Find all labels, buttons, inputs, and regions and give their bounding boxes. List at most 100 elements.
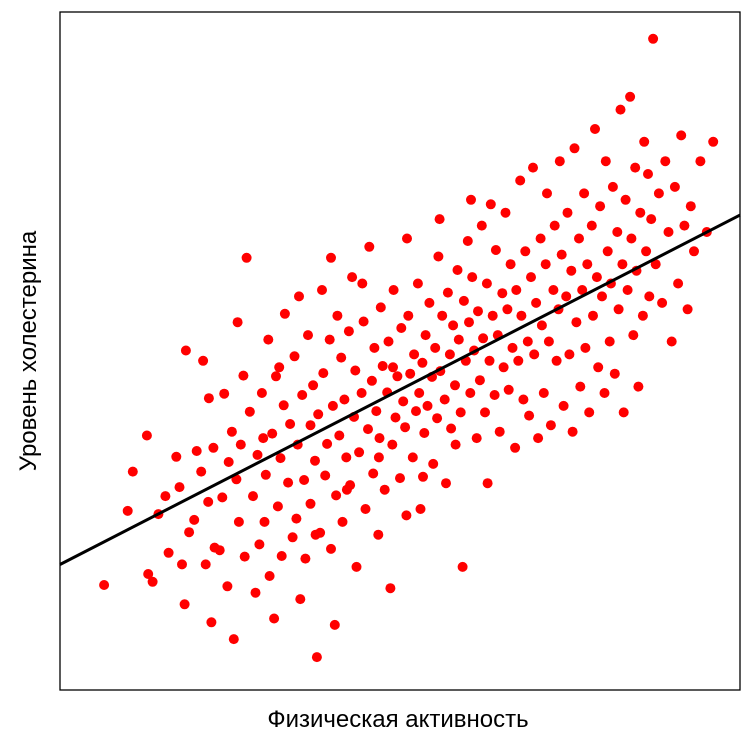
data-point	[669, 181, 680, 192]
data-point	[238, 370, 249, 381]
data-point	[219, 388, 230, 399]
data-point	[462, 236, 473, 246]
data-point	[163, 547, 174, 558]
data-point	[513, 355, 524, 366]
data-point	[324, 334, 335, 345]
data-point	[663, 227, 674, 237]
data-point	[455, 407, 466, 418]
data-point	[666, 336, 677, 347]
data-point	[516, 310, 527, 321]
data-point	[567, 426, 578, 437]
data-point	[569, 143, 580, 154]
data-point	[203, 496, 214, 507]
data-point	[403, 310, 414, 321]
data-point	[407, 452, 418, 463]
data-point	[490, 245, 501, 255]
data-point	[244, 406, 255, 417]
data-point	[337, 516, 348, 527]
data-point	[575, 381, 586, 392]
data-point	[264, 571, 275, 581]
data-point	[708, 136, 719, 147]
data-point	[283, 477, 294, 488]
data-point	[505, 259, 516, 270]
data-point	[258, 433, 269, 444]
data-point	[622, 285, 633, 295]
data-point	[322, 438, 333, 449]
data-point	[235, 439, 246, 450]
data-point	[200, 559, 211, 570]
data-point	[641, 246, 652, 257]
data-point	[250, 587, 261, 598]
data-point	[99, 580, 110, 590]
data-point	[263, 334, 274, 345]
data-point	[400, 422, 411, 433]
data-point	[515, 175, 526, 186]
data-point	[412, 278, 423, 289]
data-point	[343, 326, 354, 337]
data-point	[278, 400, 289, 411]
data-point	[317, 285, 327, 295]
data-point	[299, 475, 310, 485]
data-point	[556, 249, 567, 260]
data-point	[489, 390, 500, 400]
data-point	[385, 583, 396, 594]
plot-frame	[59, 11, 741, 691]
y-axis-title: Уровень холестерина	[15, 230, 42, 471]
data-point	[682, 304, 693, 315]
data-point	[533, 433, 544, 444]
data-point	[543, 336, 554, 347]
data-point	[271, 371, 281, 382]
data-point	[551, 355, 562, 366]
data-point	[607, 181, 618, 192]
data-point	[358, 316, 369, 327]
data-point	[127, 466, 138, 477]
data-point	[422, 400, 433, 411]
data-point	[274, 362, 285, 373]
data-point	[196, 466, 207, 477]
data-point	[320, 470, 331, 481]
data-point	[143, 569, 154, 579]
data-point	[174, 482, 185, 493]
data-point	[239, 551, 250, 562]
data-point	[444, 349, 455, 360]
data-point	[179, 599, 190, 610]
data-point	[558, 400, 569, 411]
data-point	[208, 442, 219, 453]
data-point	[424, 297, 435, 308]
data-point	[294, 291, 304, 302]
data-point	[198, 355, 209, 366]
data-point	[356, 388, 367, 398]
data-point	[494, 426, 505, 437]
data-point	[673, 278, 684, 289]
data-point	[453, 334, 464, 345]
data-point	[388, 285, 399, 295]
data-point	[398, 396, 409, 407]
data-point	[612, 227, 623, 237]
data-point	[474, 375, 485, 386]
data-point	[600, 156, 611, 167]
data-point	[502, 304, 513, 315]
data-point	[520, 246, 531, 257]
data-point	[387, 439, 398, 450]
data-point	[602, 246, 613, 257]
data-point	[676, 130, 687, 141]
data-point	[222, 581, 233, 592]
data-point	[481, 278, 492, 289]
data-point	[254, 539, 265, 550]
data-point	[584, 407, 595, 418]
data-point	[473, 306, 483, 317]
data-point	[241, 252, 252, 263]
data-point	[311, 652, 322, 663]
data-point	[564, 349, 575, 360]
data-point	[374, 433, 385, 444]
data-point	[191, 446, 202, 456]
data-point	[272, 501, 283, 512]
data-point	[434, 214, 445, 225]
data-point	[341, 484, 352, 495]
data-point	[368, 468, 379, 479]
data-point	[383, 336, 394, 347]
data-point	[518, 394, 529, 405]
data-point	[653, 188, 664, 199]
data-point	[579, 188, 590, 199]
data-point	[613, 304, 624, 315]
